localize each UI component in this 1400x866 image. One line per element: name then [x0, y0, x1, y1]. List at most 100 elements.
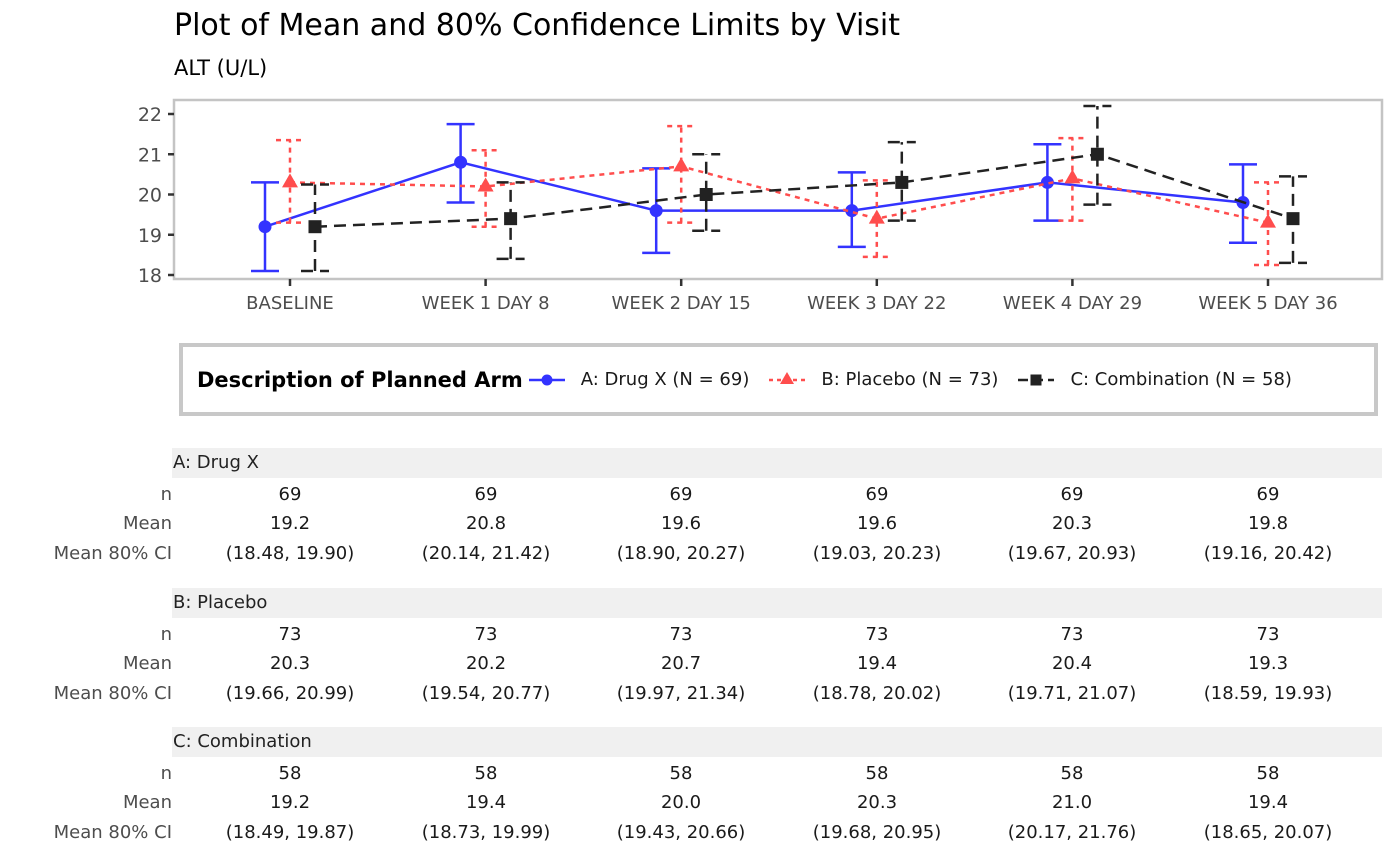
table-row-label: Mean 80% CI	[53, 822, 172, 843]
data-point	[1064, 169, 1081, 184]
table-cell: 58	[865, 763, 889, 784]
table-cell: 58	[1060, 763, 1084, 784]
table-cell: (19.67, 20.93)	[1007, 543, 1137, 564]
table-cell: (18.48, 19.90)	[225, 543, 355, 564]
table-cell: (18.73, 19.99)	[421, 822, 551, 843]
data-point	[1090, 147, 1104, 161]
legend-item-drug-x[interactable]: A: Drug X (N = 69)	[527, 368, 750, 392]
data-point	[1286, 212, 1300, 226]
legend-title: Description of Planned Arm	[197, 367, 523, 392]
table-cell: 69	[1256, 484, 1280, 505]
table-cell: 20.3	[269, 653, 311, 674]
series-line	[264, 161, 1244, 228]
table-cell: 19.6	[660, 513, 702, 534]
table-row-label: Mean	[122, 792, 172, 813]
series-line	[314, 152, 1294, 228]
x-tick-label: WEEK 2 DAY 15	[612, 293, 751, 314]
error-bar	[667, 124, 696, 224]
table-row-label: n	[160, 763, 172, 784]
table-cell: 69	[669, 484, 693, 505]
chart-subtitle: ALT (U/L)	[174, 56, 268, 80]
legend-key-circle-icon	[528, 374, 565, 385]
y-tick-label: 22	[138, 104, 162, 126]
table-cell: 73	[278, 624, 302, 645]
x-tick-label: WEEK 1 DAY 8	[422, 293, 550, 314]
table-cell: 69	[865, 484, 889, 505]
legend-label: A: Drug X (N = 69)	[580, 369, 750, 390]
error-bar	[862, 179, 891, 259]
series-line	[289, 165, 1269, 224]
data-point	[282, 173, 298, 188]
table-cell: (20.14, 21.42)	[421, 543, 551, 564]
table-cell: 19.2	[269, 513, 311, 534]
error-bar	[471, 148, 500, 228]
table-cell: 58	[669, 763, 693, 784]
table-cell: 20.8	[465, 513, 507, 534]
table-cell: (18.59, 19.93)	[1203, 683, 1333, 704]
legend: Description of Planned Arm A: Drug X (N …	[179, 343, 1378, 416]
table-cell: 20.7	[660, 653, 702, 674]
table-cell: 20.4	[1051, 653, 1093, 674]
y-axis: 18 19 20 21 22	[138, 104, 174, 287]
table-cell: (18.90, 20.27)	[616, 543, 746, 564]
table-cell: 69	[474, 484, 498, 505]
legend-label: B: Placebo (N = 73)	[821, 369, 999, 390]
data-point	[1260, 213, 1276, 228]
data-point	[673, 157, 690, 172]
x-tick-label: WEEK 4 DAY 29	[1003, 293, 1142, 314]
table-cell: (19.66, 20.99)	[225, 683, 355, 704]
table-cell: 19.2	[269, 792, 311, 813]
table-cell: 69	[1060, 484, 1084, 505]
data-point	[308, 220, 322, 234]
table-cell: 21.0	[1051, 792, 1093, 813]
table-group-header: C: Combination	[172, 727, 1382, 757]
data-point	[649, 204, 663, 218]
table-cell: 20.3	[1051, 513, 1093, 534]
data-point	[895, 175, 909, 189]
data-point	[504, 212, 518, 226]
table-cell: 73	[474, 624, 498, 645]
data-point	[868, 209, 885, 224]
table-cell: 20.3	[856, 792, 898, 813]
table-cell: (19.03, 20.23)	[812, 543, 942, 564]
table-row-label: Mean	[122, 653, 172, 674]
legend-item-combination[interactable]: C: Combination (N = 58)	[1016, 368, 1292, 392]
data-point	[699, 188, 713, 201]
table-cell: (18.65, 20.07)	[1203, 822, 1333, 843]
table-cell: (19.97, 21.34)	[616, 683, 746, 704]
table-cell: (19.71, 21.07)	[1007, 683, 1137, 704]
legend-key-square-icon	[1018, 374, 1055, 385]
table-cell: 19.6	[856, 513, 898, 534]
table-cell: 19.3	[1247, 653, 1289, 674]
table-cell: 58	[474, 763, 498, 784]
table-group-header: A: Drug X	[172, 448, 1382, 478]
x-tick-label: WEEK 3 DAY 22	[807, 293, 946, 314]
table-cell: 19.4	[1247, 792, 1289, 813]
series-layer	[251, 104, 1307, 273]
table-cell: (19.43, 20.66)	[616, 822, 746, 843]
table-cell: 73	[1256, 624, 1280, 645]
y-tick-label: 18	[138, 265, 162, 287]
table-cell: 19.4	[465, 792, 507, 813]
table-cell: (20.17, 21.76)	[1007, 822, 1137, 843]
x-tick-label: BASELINE	[246, 293, 334, 314]
data-point	[258, 220, 272, 234]
table-cell: 19.8	[1247, 513, 1289, 534]
series-combination	[301, 104, 1307, 273]
y-tick-label: 21	[138, 144, 162, 166]
table-cell: 69	[278, 484, 302, 505]
table-cell: (19.16, 20.42)	[1203, 543, 1333, 564]
table-cell: 58	[278, 763, 302, 784]
y-tick-label: 20	[138, 185, 162, 207]
data-point	[1040, 175, 1054, 189]
table-row-label: Mean 80% CI	[53, 683, 172, 704]
table-cell: 58	[1256, 763, 1280, 784]
table-cell: (18.78, 20.02)	[812, 683, 942, 704]
y-tick-label: 19	[138, 225, 162, 247]
legend-item-placebo[interactable]: B: Placebo (N = 73)	[767, 368, 998, 392]
table-cell: 73	[669, 624, 693, 645]
data-point	[477, 177, 494, 192]
series-placebo	[276, 124, 1282, 267]
plot-area: 18 19 20 21 22 BASELINE WEEK 1 DAY 8 WEEK 2 DA…	[138, 98, 1384, 314]
x-axis: BASELINE WEEK 1 DAY 8 WEEK 2 DAY 15 WEEK 3 …	[246, 279, 1338, 314]
